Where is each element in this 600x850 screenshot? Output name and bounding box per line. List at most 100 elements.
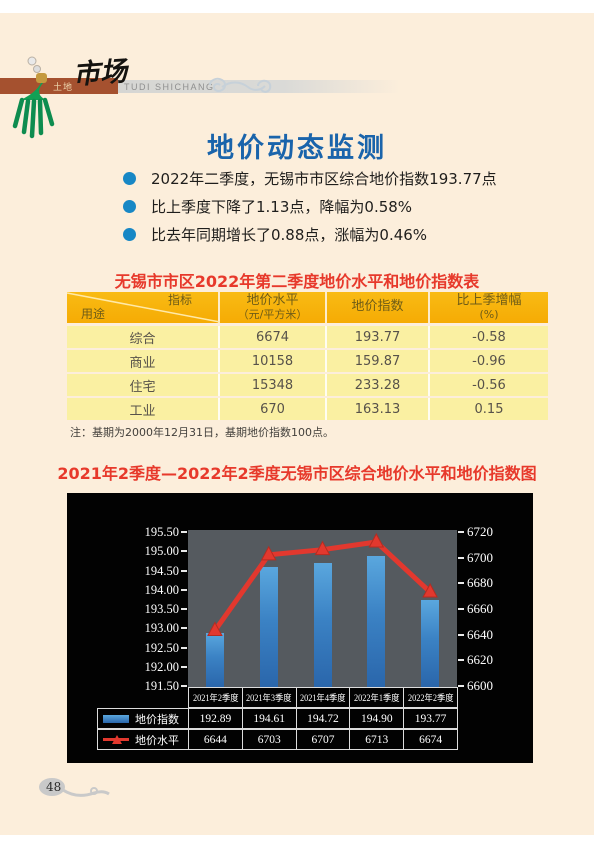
chart-table-value-cell: 6644	[188, 729, 243, 750]
left-axis-tick-mark	[181, 627, 187, 630]
legend-label: 地价水平	[135, 734, 179, 747]
logo-english-text: TUDI SHICHANG	[124, 82, 215, 92]
tassel-ornament-icon	[6, 56, 62, 144]
cell-use: 住宅	[67, 374, 220, 396]
cell-use: 商业	[67, 350, 220, 372]
chart-table-value-cell: 6713	[349, 729, 405, 750]
cell-change: -0.58	[472, 329, 506, 345]
table-row: 商业 10158 159.87 -0.96	[67, 350, 548, 372]
right-axis-tick-mark	[458, 659, 464, 662]
left-axis-tick-label: 192.50	[144, 640, 179, 655]
right-axis-tick-label: 6720	[467, 524, 493, 539]
chart-line-marker-icon	[207, 621, 223, 637]
list-item: 比上季度下降了1.13点，降幅为0.58%	[123, 192, 497, 220]
page-title: 地价动态监测	[207, 133, 387, 164]
right-axis-tick-label: 6640	[467, 626, 493, 642]
table-row: 综合 6674 193.77 -0.58	[67, 326, 548, 348]
left-axis-tick-mark	[181, 608, 187, 610]
left-axis-tick-mark	[181, 646, 187, 649]
left-axis-tick-mark	[181, 588, 187, 591]
column-header: 地价水平 （元/平方米）	[220, 292, 327, 323]
left-axis-tick-label: 194.00	[144, 582, 179, 597]
cell-index: 193.77	[327, 326, 430, 348]
right-axis-tick-mark	[458, 685, 464, 687]
bullet-text: 比去年同期增长了0.88点，涨幅为0.46%	[151, 225, 428, 244]
cell-use: 工业	[67, 398, 220, 420]
bullet-text: 2022年二季度，无锡市市区综合地价指数193.77点	[151, 169, 497, 188]
cell-level: 15348	[220, 374, 327, 396]
chart-bar	[421, 599, 440, 687]
column-header-line2: （元/平方米）	[237, 307, 308, 321]
chart-line	[207, 532, 438, 637]
left-axis-tick-label: 194.50	[144, 563, 179, 578]
table-title: 无锡市市区2022年第二季度地价水平和地价指数表	[114, 272, 480, 291]
chart-line-marker-icon	[260, 545, 277, 561]
right-axis-tick-label: 6600	[467, 678, 493, 693]
left-axis-tick-label: 193.00	[144, 621, 179, 636]
legend-cell: 地价水平	[97, 729, 189, 750]
table-corner-cell: 指标 用途	[67, 292, 220, 323]
left-axis-tick-label: 192.00	[144, 659, 179, 674]
right-axis-tick-mark	[458, 531, 464, 533]
left-axis-tick-mark	[181, 531, 187, 533]
cell-index: 233.28	[327, 374, 430, 396]
chart-title: 2021年2季度—2022年2季度无锡市区综合地价水平和地价指数图	[57, 464, 537, 483]
chart-bar	[313, 563, 332, 687]
left-axis-tick-label: 195.00	[144, 544, 179, 559]
cell-change: -0.56	[472, 377, 506, 393]
legend-label: 地价指数	[135, 713, 179, 726]
right-axis-tick-label: 6660	[467, 601, 493, 616]
table-header-row: 指标 用途 地价水平 （元/平方米） 地价指数 比上季增幅 (%)	[67, 292, 548, 323]
left-axis-tick-mark	[181, 685, 187, 687]
chart-table-value-cell: 6703	[241, 729, 297, 750]
cell-change: -0.96	[472, 353, 506, 369]
column-header: 地价指数	[327, 292, 430, 323]
left-axis-tick-mark	[181, 665, 187, 668]
bullet-dot-icon	[123, 227, 136, 241]
legend-bar-icon	[103, 714, 129, 723]
cell-change: 0.15	[474, 401, 504, 417]
header-brown-band	[0, 78, 118, 94]
page-number: 48	[46, 780, 62, 794]
cell-index: 163.13	[327, 398, 430, 420]
list-item: 2022年二季度，无锡市市区综合地价指数193.77点	[123, 164, 497, 192]
corner-bottom-label: 用途	[81, 306, 106, 321]
chart-table-category-cell: 2021年3季度	[241, 687, 297, 708]
column-header-line1: 地价水平	[246, 293, 299, 309]
cell-level: 670	[220, 398, 327, 420]
right-axis-tick-mark	[458, 582, 464, 585]
chart-bar	[367, 556, 386, 687]
bullet-dot-icon	[123, 171, 136, 185]
left-axis-tick-label: 191.50	[144, 679, 179, 693]
cell-level: 6674	[220, 326, 327, 348]
cell-level: 10158	[220, 350, 327, 372]
column-header: 比上季增幅 (%)	[430, 292, 548, 323]
chart-table-category-cell: 2021年4季度	[295, 687, 351, 708]
left-axis-tick-mark	[181, 569, 187, 572]
chart-bar	[205, 633, 224, 687]
bullet-text: 比上季度下降了1.13点，降幅为0.58%	[151, 197, 413, 216]
bullet-list: 2022年二季度，无锡市市区综合地价指数193.77点 比上季度下降了1.13点…	[123, 164, 497, 248]
right-axis-tick-mark	[458, 608, 464, 610]
chart-table-category-cell: 2022年2季度	[403, 687, 458, 708]
chart-table-value-cell: 6674	[403, 729, 458, 750]
column-header-line1: 地价指数	[351, 299, 404, 315]
logo-calligraphy-text: 市场	[71, 56, 129, 91]
corner-top-label: 指标	[167, 293, 192, 307]
chart-table-value-cell: 194.90	[349, 708, 405, 729]
cell-index: 159.87	[327, 350, 430, 372]
column-header-line1: 比上季增幅	[456, 293, 522, 309]
chart-line-marker-icon	[422, 582, 438, 598]
chart-table-value-cell: 194.61	[241, 708, 297, 729]
right-axis-tick-label: 6680	[467, 575, 493, 591]
header-gray-band	[110, 80, 400, 93]
page-cloud-icon	[39, 778, 110, 797]
page-number-block: 48	[38, 777, 118, 801]
bullet-dot-icon	[123, 199, 136, 213]
chart-line-marker-icon	[368, 532, 385, 548]
cell-use: 综合	[67, 326, 220, 348]
list-item: 比去年同期增长了0.88点，涨幅为0.46%	[123, 220, 497, 248]
legend-cell: 地价指数	[97, 708, 189, 729]
left-axis-tick-label: 193.50	[144, 602, 179, 616]
